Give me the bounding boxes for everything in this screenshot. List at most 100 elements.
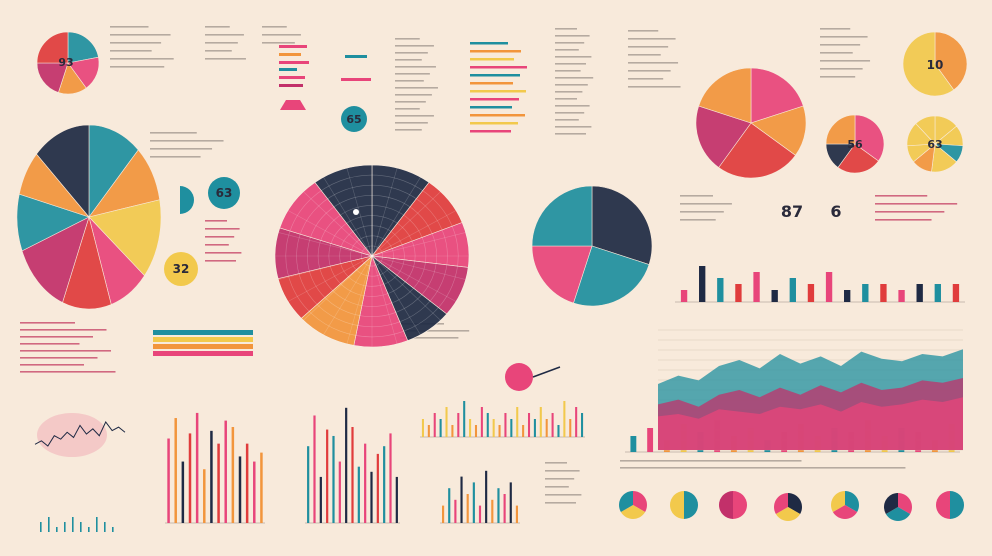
bar bbox=[217, 443, 220, 523]
bar bbox=[181, 461, 185, 523]
text-line bbox=[395, 108, 420, 110]
bar bbox=[460, 476, 463, 523]
bar bbox=[463, 401, 466, 437]
text-line bbox=[205, 260, 236, 262]
bar bbox=[195, 412, 199, 523]
bar bbox=[680, 290, 688, 302]
text-line bbox=[20, 322, 75, 324]
text-block-12 bbox=[20, 322, 116, 373]
text-line bbox=[628, 62, 679, 64]
pie-slice bbox=[531, 185, 593, 247]
text-line bbox=[555, 105, 590, 107]
bar bbox=[844, 290, 851, 302]
bar bbox=[370, 471, 373, 523]
bar bbox=[491, 499, 494, 523]
text-line bbox=[110, 66, 165, 68]
text-line bbox=[545, 470, 580, 472]
bar bbox=[916, 284, 923, 302]
text-block-2 bbox=[205, 26, 246, 60]
text-line bbox=[400, 337, 459, 339]
ring bbox=[296, 184, 448, 328]
text-line bbox=[395, 73, 430, 75]
text-line bbox=[628, 86, 681, 88]
text-line bbox=[395, 59, 422, 61]
text-line bbox=[875, 219, 932, 221]
bar bbox=[480, 407, 483, 437]
text-line bbox=[680, 219, 716, 221]
pie-slice bbox=[915, 115, 936, 145]
pie-chart-5 bbox=[274, 164, 470, 348]
pie-slice bbox=[36, 62, 69, 93]
bar bbox=[478, 505, 482, 523]
text-line bbox=[395, 101, 426, 103]
pie-slice bbox=[88, 124, 139, 218]
text-line bbox=[555, 119, 579, 121]
ray bbox=[303, 255, 373, 321]
text-line bbox=[20, 343, 80, 345]
yellow-circle bbox=[164, 252, 198, 286]
donut-slice bbox=[633, 491, 647, 512]
bar bbox=[40, 522, 42, 532]
text-line bbox=[205, 58, 246, 60]
pie-slice bbox=[36, 124, 90, 218]
pie-chart-6 bbox=[825, 114, 885, 174]
text-line bbox=[545, 486, 569, 488]
text-line bbox=[680, 203, 732, 205]
bar bbox=[466, 494, 469, 523]
pie-chart-0 bbox=[36, 31, 100, 95]
stripe bbox=[470, 130, 511, 133]
stripe bbox=[279, 76, 305, 79]
bar bbox=[338, 461, 341, 523]
labels-layer: 93 10 63 56 63 32 65 87 6 bbox=[58, 56, 943, 276]
bar bbox=[351, 427, 354, 523]
bar bbox=[260, 452, 263, 523]
pie-top-left-label: 93 bbox=[58, 56, 73, 69]
text-block-5 bbox=[555, 28, 594, 135]
text-line bbox=[205, 220, 227, 222]
ray bbox=[287, 255, 373, 302]
bar bbox=[862, 284, 869, 302]
ring bbox=[339, 225, 405, 287]
text-line bbox=[205, 42, 238, 44]
text-line bbox=[110, 26, 149, 28]
bar-chart-1 bbox=[165, 412, 265, 524]
text-line bbox=[395, 87, 438, 89]
ray bbox=[346, 255, 373, 344]
bar bbox=[96, 517, 98, 532]
pie-slice bbox=[573, 245, 650, 307]
text-line bbox=[555, 63, 586, 65]
bar bbox=[112, 527, 114, 532]
text-line bbox=[110, 50, 152, 52]
half-circle bbox=[180, 186, 194, 214]
donut-slice bbox=[788, 493, 802, 514]
text-line bbox=[150, 140, 224, 142]
pie-slice bbox=[825, 114, 856, 145]
text-line bbox=[205, 228, 240, 230]
text-line bbox=[150, 156, 201, 158]
bar bbox=[307, 446, 310, 523]
stripe bbox=[470, 42, 508, 45]
pie-slice bbox=[934, 31, 968, 91]
bar bbox=[717, 278, 724, 302]
pie-chart-3 bbox=[695, 67, 807, 179]
glow bbox=[37, 413, 107, 457]
bar bbox=[516, 407, 519, 437]
text-line bbox=[20, 371, 116, 373]
text-line bbox=[820, 68, 863, 70]
text-line bbox=[628, 38, 676, 40]
text-line bbox=[820, 44, 861, 46]
ray bbox=[371, 177, 421, 257]
bar bbox=[515, 505, 518, 523]
stripe bbox=[470, 114, 525, 117]
text-block-6 bbox=[628, 30, 681, 88]
text-line bbox=[820, 76, 856, 78]
pie-slice bbox=[902, 31, 955, 97]
bar bbox=[699, 266, 706, 302]
text-line bbox=[150, 148, 213, 150]
text-line bbox=[395, 52, 428, 54]
pie-slice bbox=[67, 31, 99, 64]
text-line bbox=[555, 98, 577, 100]
bar bbox=[80, 522, 82, 532]
text-line bbox=[555, 28, 577, 30]
text-line bbox=[395, 94, 432, 96]
